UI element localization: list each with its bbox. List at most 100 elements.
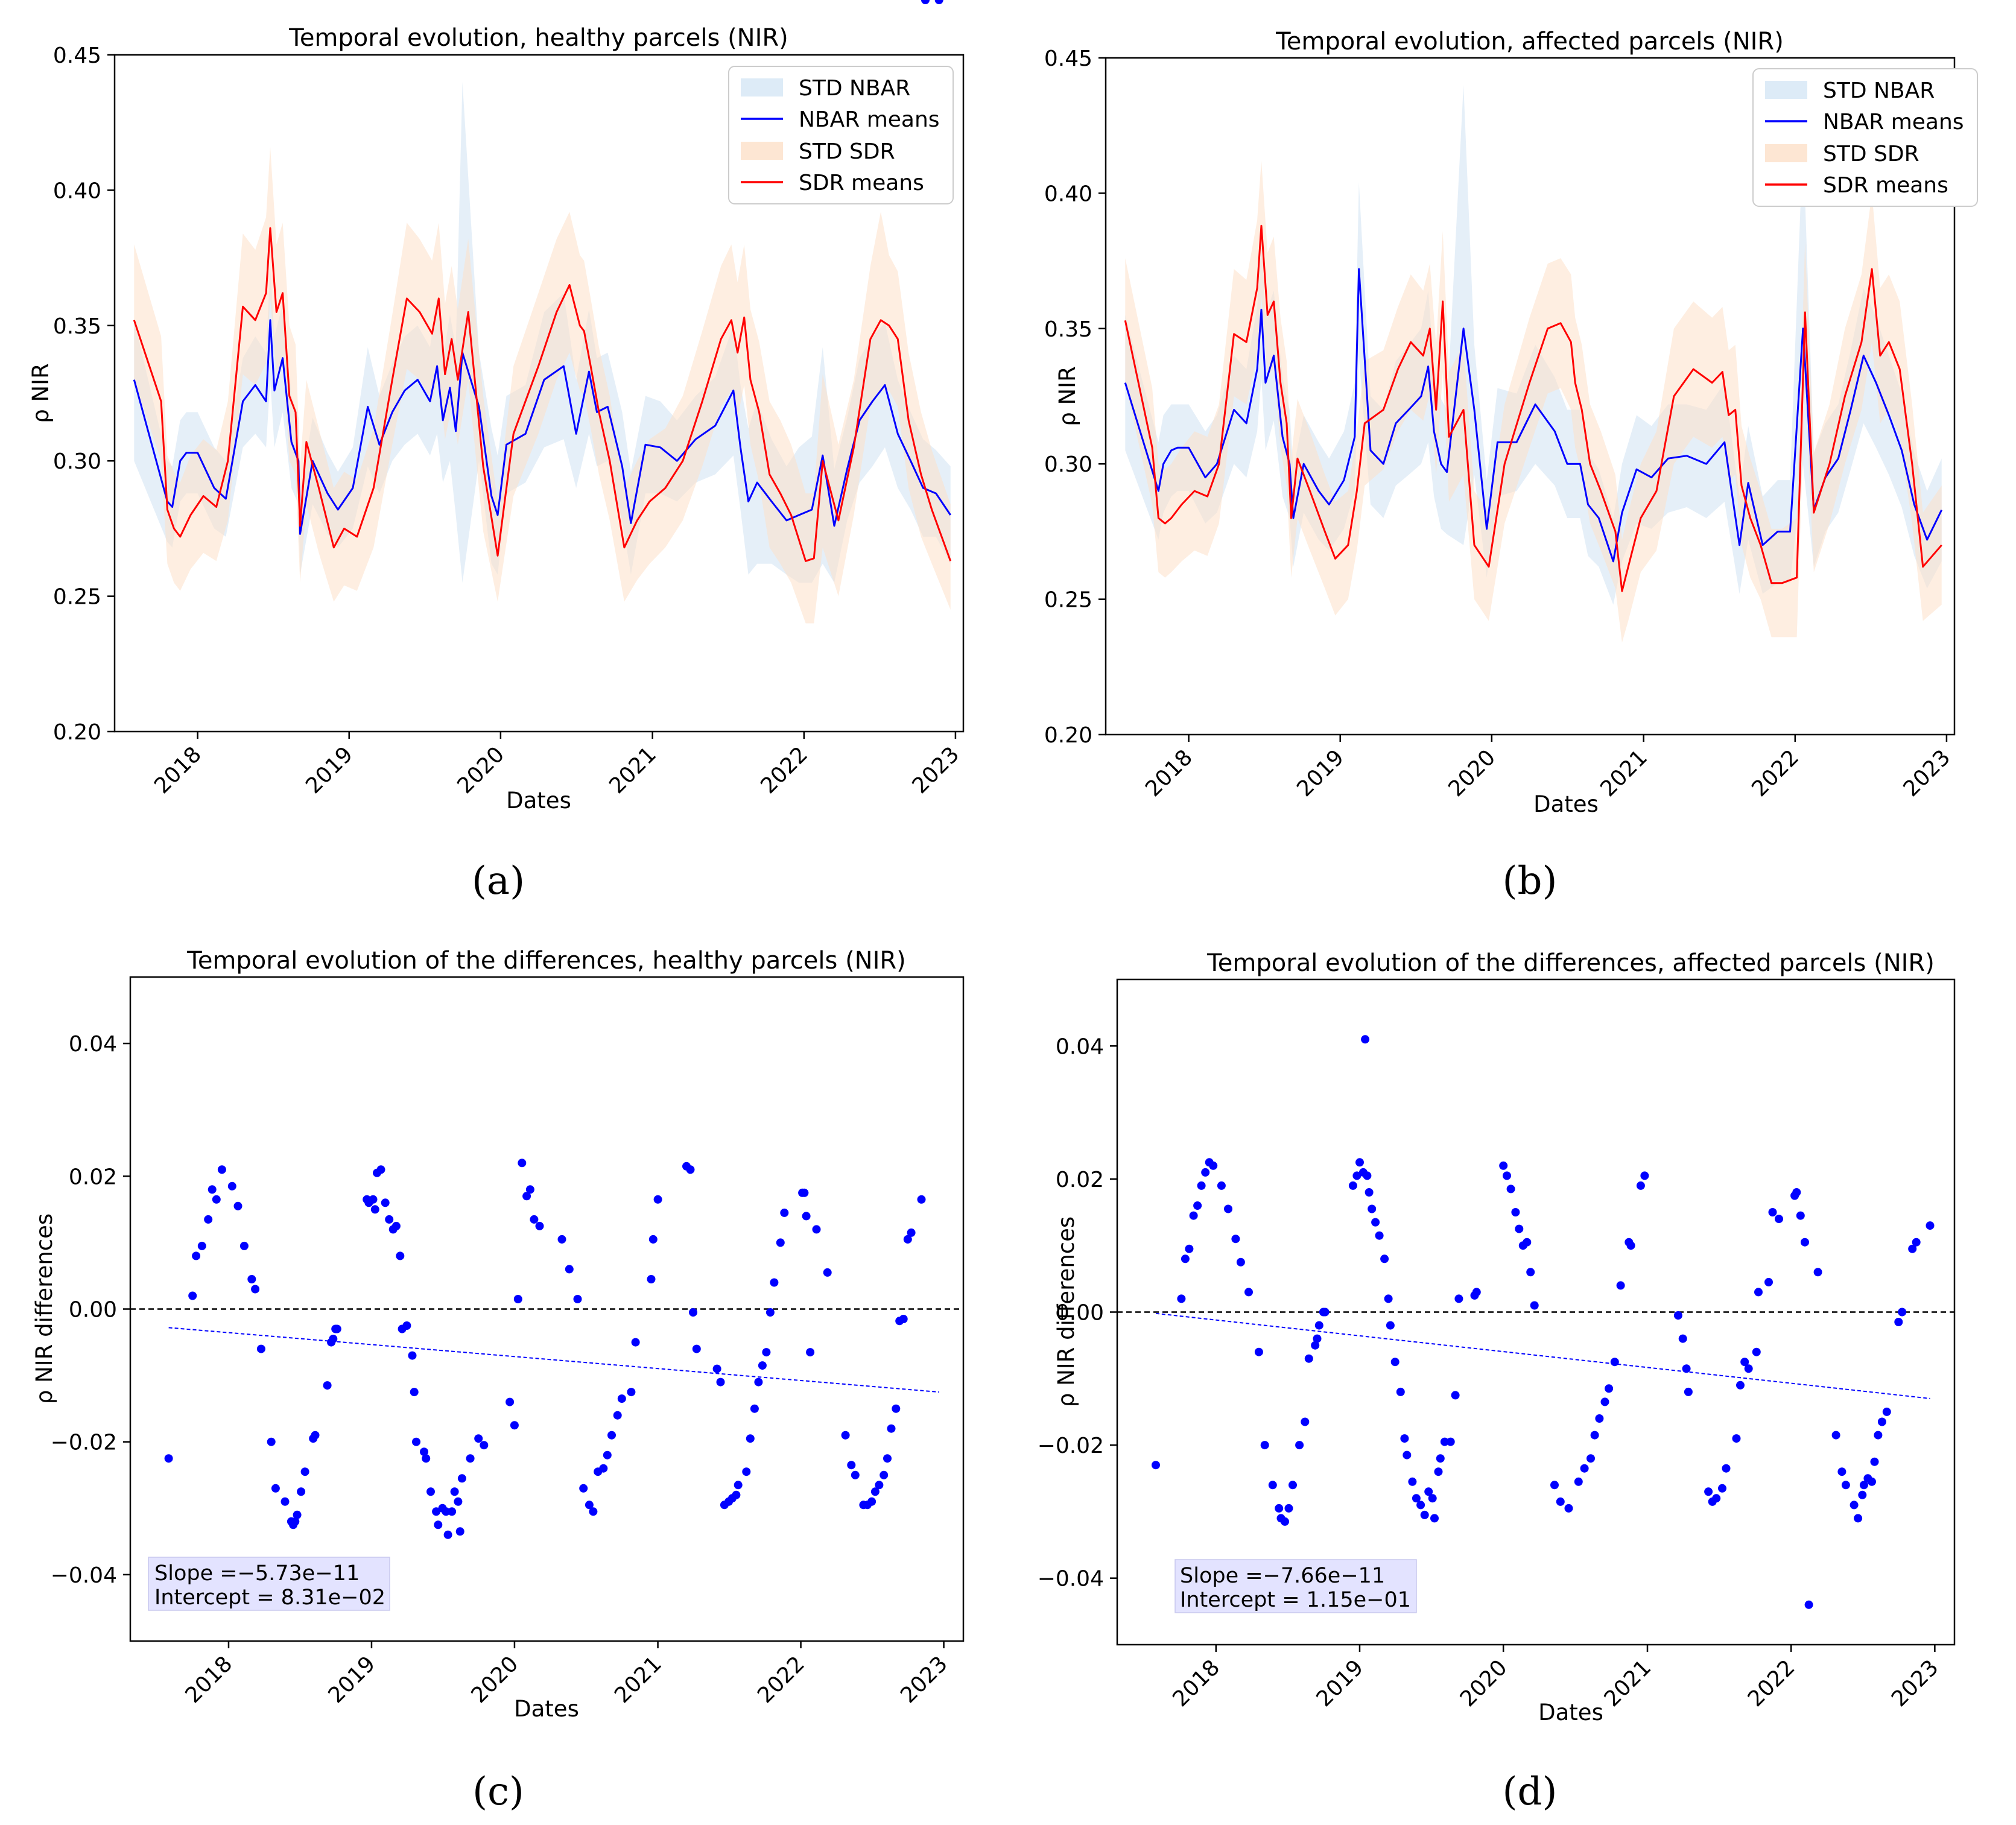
panel-label: (c) (472, 1770, 524, 1814)
data-point (1523, 1238, 1532, 1247)
data-point (1428, 1494, 1437, 1503)
data-point (432, 1507, 441, 1516)
data-point (522, 1192, 531, 1201)
data-point (510, 1421, 519, 1430)
data-point (1712, 1494, 1721, 1503)
data-point (1361, 1035, 1370, 1044)
data-point (648, 1235, 658, 1244)
data-point (1193, 1201, 1202, 1210)
data-point (506, 1397, 515, 1406)
data-point (329, 1335, 338, 1343)
legend-entry: STD NBAR (799, 76, 910, 101)
y-ticks: 0.20 0.25 0.30 0.35 0.40 0.45 (53, 43, 115, 745)
mean-lines (1124, 224, 1943, 592)
data-point (870, 1487, 880, 1496)
data-point (1365, 1188, 1374, 1197)
data-point (1764, 1277, 1773, 1286)
data-point (402, 1321, 411, 1330)
data-point (1616, 1281, 1625, 1290)
data-point (1197, 1181, 1206, 1190)
data-point (267, 1437, 276, 1446)
std-sdr-band (1125, 160, 1942, 643)
data-point (466, 1454, 475, 1463)
slope-text: Slope =−7.66e−11 (1180, 1564, 1385, 1588)
data-point (188, 1291, 197, 1300)
data-point (1682, 1364, 1691, 1373)
data-point (1894, 1318, 1903, 1326)
data-point (1877, 1417, 1886, 1426)
data-point (841, 1431, 850, 1440)
data-point (766, 1308, 775, 1317)
data-point (251, 1285, 260, 1294)
data-point (442, 1507, 451, 1516)
data-point (1610, 1358, 1619, 1367)
data-point (233, 1201, 242, 1210)
data-point (1926, 1221, 1935, 1230)
data-point (883, 1454, 892, 1463)
data-point (381, 1198, 390, 1207)
data-point (734, 1481, 743, 1490)
y-tick-label: 0.30 (1044, 452, 1092, 477)
data-point (1515, 1224, 1524, 1233)
y-tick-label: 0.02 (69, 1165, 117, 1189)
y-tick-label: 0.35 (53, 314, 101, 339)
data-point (907, 1228, 916, 1237)
data-point (391, 1221, 401, 1230)
data-point (627, 1388, 636, 1397)
data-point (823, 1268, 832, 1277)
legend-swatch-std-sdr (1765, 144, 1807, 162)
data-point (450, 1487, 459, 1496)
data-point (332, 1324, 341, 1333)
data-point (585, 1501, 594, 1510)
data-point (1420, 1510, 1429, 1519)
data-point (293, 1510, 302, 1519)
y-tick-label: 0.25 (53, 585, 101, 610)
chart-title: Temporal evolution of the differences, a… (1206, 949, 1935, 977)
sdr-means-line (1124, 224, 1942, 592)
data-point (573, 1295, 582, 1303)
data-point (1736, 1381, 1745, 1390)
y-tick-label: −0.02 (51, 1431, 117, 1455)
data-point (1390, 1358, 1399, 1367)
data-point (746, 1434, 755, 1443)
data-point (1380, 1254, 1389, 1264)
data-point (474, 1434, 483, 1443)
data-point (653, 1195, 662, 1204)
data-point (732, 1490, 741, 1499)
data-point (1209, 1161, 1218, 1170)
data-point (1181, 1254, 1190, 1264)
panel-label: (a) (472, 859, 525, 903)
y-axis-label: ρ NIR differences (31, 1213, 57, 1404)
regression-trend-line (1155, 1312, 1930, 1399)
data-point (530, 1215, 539, 1224)
data-point (647, 1275, 656, 1283)
data-point (1574, 1477, 1583, 1486)
y-tick-label: −0.04 (51, 1563, 117, 1588)
data-point (1898, 1308, 1907, 1317)
data-point (1626, 1241, 1635, 1250)
data-point (1416, 1501, 1425, 1510)
y-tick-label: 0.04 (69, 1032, 117, 1057)
data-point (271, 1484, 280, 1493)
data-point (1744, 1364, 1753, 1373)
std-bands (1125, 84, 1942, 643)
data-point (412, 1437, 420, 1446)
y-axis-label: ρ NIR (1054, 366, 1080, 426)
data-point (1314, 1321, 1323, 1330)
data-point (204, 1215, 213, 1224)
data-point (197, 1241, 206, 1250)
legend-swatch-std-nbar (1765, 81, 1807, 99)
data-point (291, 1517, 300, 1526)
y-tick-label: 0.35 (1044, 317, 1092, 342)
data-point (1177, 1294, 1186, 1303)
data-point (1244, 1288, 1253, 1297)
y-tick-label: 0.00 (69, 1298, 117, 1323)
data-point (1499, 1161, 1508, 1170)
data-point (887, 1424, 896, 1433)
data-point (535, 1221, 544, 1230)
data-point (1590, 1431, 1599, 1440)
y-tick-label: 0.45 (1044, 46, 1092, 71)
chart-title: Temporal evolution, healthy parcels (NIR… (288, 24, 788, 52)
data-point (1837, 1467, 1846, 1476)
